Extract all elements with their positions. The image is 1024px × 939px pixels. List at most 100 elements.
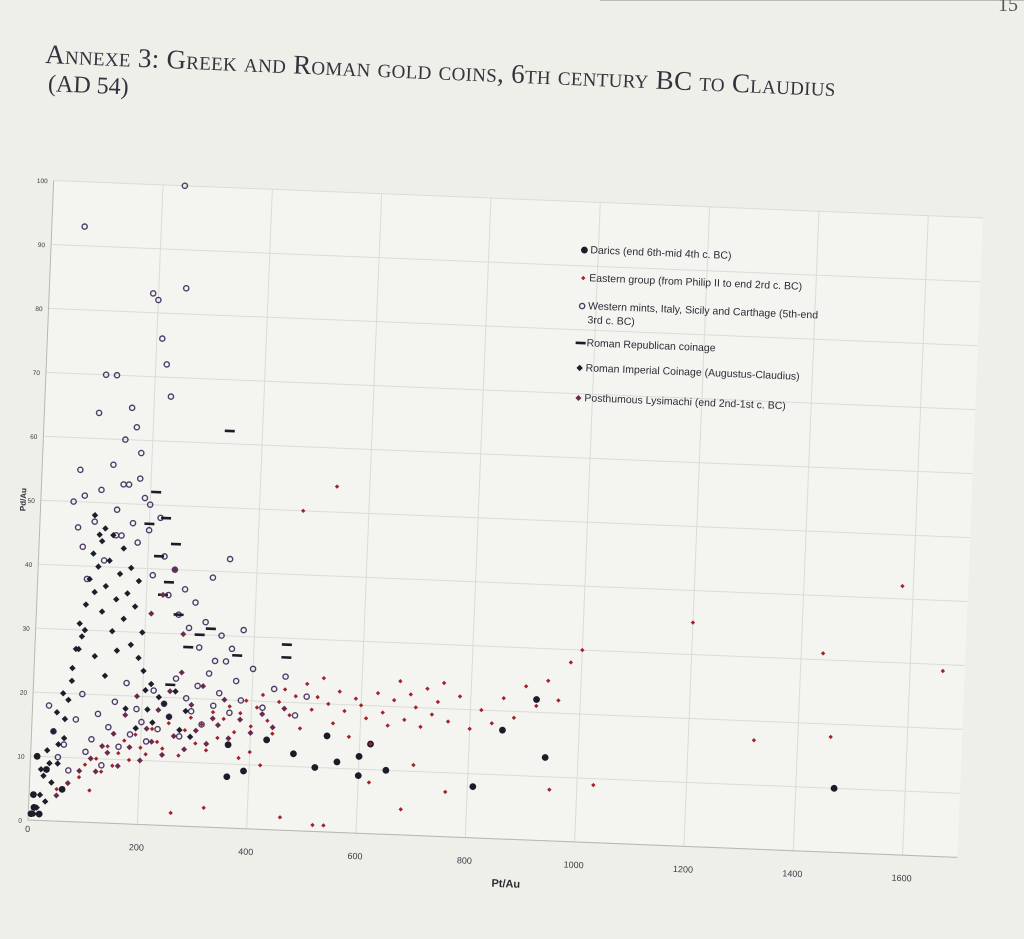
data-point (160, 700, 168, 707)
data-point (240, 626, 247, 634)
data-point (310, 822, 315, 828)
data-point (385, 723, 390, 728)
data-point (126, 744, 133, 751)
data-point (354, 772, 362, 780)
data-point (402, 717, 407, 723)
data-point (200, 683, 207, 690)
data-point (556, 698, 561, 703)
data-point (215, 689, 223, 697)
data-point (231, 730, 237, 735)
data-point (68, 677, 76, 685)
data-point (95, 409, 103, 417)
data-point (98, 486, 105, 494)
data-point (221, 696, 228, 703)
data-point (88, 735, 95, 743)
y-tick-label: 90 (38, 242, 46, 249)
data-point (238, 711, 243, 716)
x-tick-label: 1000 (563, 860, 583, 871)
data-point (131, 603, 139, 610)
data-point (141, 494, 149, 502)
grid-line-y (53, 180, 983, 219)
data-point (193, 741, 198, 746)
data-point (102, 582, 110, 590)
data-point (123, 679, 130, 687)
series-2 (45, 182, 311, 774)
data-point (134, 539, 141, 546)
data-point (76, 620, 83, 627)
data-point (54, 753, 62, 761)
data-point (149, 290, 157, 297)
data-point (30, 791, 37, 798)
x-tick-label: 400 (238, 846, 253, 857)
data-point (382, 766, 390, 774)
data-point (441, 680, 447, 686)
grid-line-y (43, 435, 973, 475)
data-point (114, 762, 121, 769)
data-point (142, 687, 149, 694)
plot-area: 0 200 400 600 800 1000 1200 1400 1600 0 10 20 30 40 5… (17, 178, 983, 891)
data-point (120, 545, 127, 552)
data-point (91, 652, 99, 660)
data-point (276, 699, 282, 705)
data-point (192, 599, 199, 606)
data-point (149, 726, 155, 732)
data-point (534, 703, 539, 709)
data-point (132, 725, 139, 732)
data-point (76, 775, 82, 780)
data-point (45, 702, 53, 709)
data-point (113, 506, 121, 514)
data-point (137, 449, 145, 457)
data-point (44, 747, 51, 754)
data-point (46, 760, 53, 767)
data-point (113, 371, 121, 379)
data-point (457, 694, 463, 699)
data-point (110, 531, 117, 539)
data-point (303, 693, 311, 700)
x-tick-label: 1400 (782, 868, 802, 879)
data-point (40, 772, 47, 779)
data-point (260, 692, 266, 698)
data-point (244, 698, 249, 703)
data-point (263, 736, 271, 744)
data-point (533, 696, 540, 703)
data-point (224, 741, 232, 749)
legend-marker (580, 246, 588, 254)
data-point (209, 702, 217, 710)
x-tick-label: 1200 (673, 864, 693, 875)
data-point (55, 741, 62, 748)
data-point (99, 743, 106, 750)
data-point (188, 715, 194, 720)
series-5 (53, 566, 288, 799)
data-point (353, 696, 359, 701)
data-point (391, 697, 397, 703)
data-point (225, 735, 232, 742)
data-point (168, 810, 173, 816)
data-point (36, 791, 44, 799)
data-point (355, 753, 363, 760)
data-point (96, 531, 103, 538)
data-point (541, 754, 549, 761)
data-point (33, 752, 41, 760)
data-point (547, 787, 552, 792)
data-point (265, 718, 270, 723)
data-point (69, 664, 76, 672)
x-tick-label: 1600 (891, 873, 911, 884)
data-point (297, 726, 303, 731)
data-point (166, 720, 171, 726)
data-point (203, 748, 209, 753)
data-point (170, 542, 182, 546)
data-point (178, 669, 185, 676)
data-point (135, 577, 143, 585)
data-point (358, 703, 364, 708)
data-point (511, 715, 517, 721)
data-point (523, 684, 529, 689)
data-point (224, 429, 235, 433)
data-point (176, 726, 183, 734)
data-point (568, 660, 574, 665)
data-point (363, 716, 369, 721)
data-point (92, 768, 99, 775)
data-point (54, 760, 61, 767)
data-point (380, 710, 385, 715)
data-point (247, 729, 254, 736)
